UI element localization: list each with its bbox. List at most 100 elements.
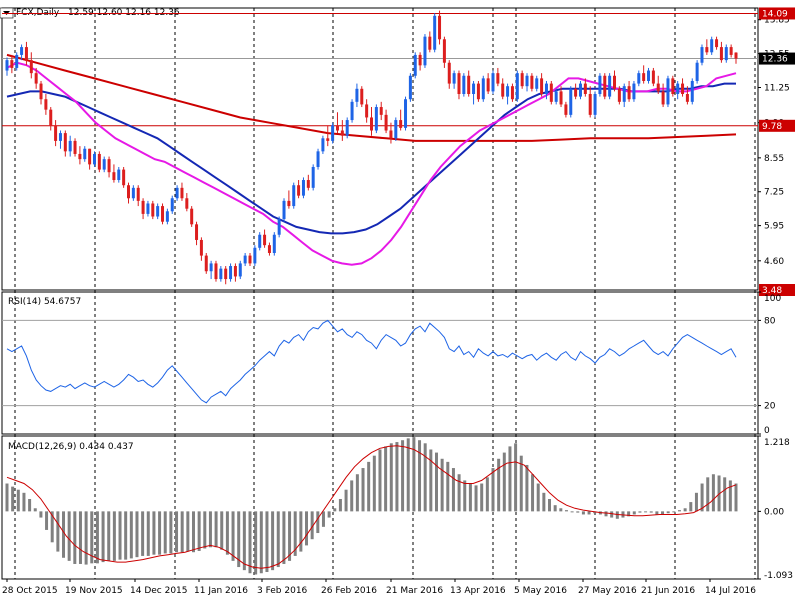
macd-histogram-bar [33,508,37,512]
macd-histogram-bar [84,511,88,565]
macd-histogram-bar [706,477,710,512]
candle-body [292,185,296,207]
candle-body [263,234,267,246]
rsi-axis-label: 80 [764,316,776,326]
candle-body [58,133,62,141]
macd-histogram-bar [615,511,619,519]
candle-body [185,198,189,209]
candle-body [321,138,325,152]
candle-body [549,83,553,102]
macd-histogram-bar [401,440,405,512]
candle-body [428,36,432,50]
candle-body [267,245,271,253]
candle-body [24,47,28,61]
macd-histogram-bar [666,511,670,514]
macd-histogram-bar [225,511,229,555]
candle-body [719,47,723,61]
candle-body [379,107,383,115]
macd-histogram-bar [672,511,676,513]
candle-body [355,88,359,102]
macd-histogram-bar [423,443,427,512]
candle-body [49,109,53,126]
candle-body [724,47,728,61]
candle-body [408,75,412,100]
candle-body [63,133,67,152]
candle-body [384,114,388,131]
macd-histogram-bar [118,511,122,560]
candle-body [632,83,636,100]
macd-histogram-bar [158,511,162,555]
macd-histogram-bar [683,508,687,512]
candle-body [146,203,150,214]
candle-body [345,120,349,136]
candle-body [224,268,228,280]
candle-body [656,83,660,92]
candle-body [569,88,573,115]
candle-body [39,83,43,100]
time-axis-label: 27 May 2016 [578,586,637,596]
price-axis-label: 4.60 [764,257,784,267]
macd-histogram-bar [418,440,422,512]
candle-body [544,83,548,95]
macd-histogram-bar [22,492,26,512]
rsi-line [6,319,737,404]
macd-histogram-bar [62,511,66,558]
macd-histogram-bar [141,511,145,556]
macd-histogram-bar [406,438,410,512]
candle-body [535,78,539,89]
candle-body [433,15,437,50]
candle-body [316,151,320,167]
candle-body [423,36,427,66]
candle-body [54,125,58,141]
macd-histogram-bar [491,468,495,512]
macd-histogram-bar [638,511,642,513]
candle-body [229,266,233,280]
candle-body [214,263,218,280]
candle-body [301,180,305,196]
time-axis-label: 21 Mar 2016 [386,586,443,596]
time-axis-label: 14 Jul 2016 [705,586,756,596]
time-axis-label: 14 Dec 2015 [130,586,188,596]
macd-histogram-bar [271,511,275,571]
macd-histogram-bar [327,511,331,518]
macd-histogram-bar [276,511,280,568]
candle-body [438,15,442,40]
macd-histogram-bar [45,511,49,530]
candle-body [122,169,126,186]
candle-body [73,140,77,154]
macd-histogram-bar [395,442,399,512]
macd-histogram-bar [429,449,433,512]
candle-body [506,86,510,97]
macd-histogram-bar [107,511,111,561]
price-axis-label: 8.55 [764,154,784,164]
macd-histogram-bar [39,511,43,518]
macd-histogram-bar [67,511,71,561]
macd-histogram-bar [610,511,614,518]
candle-body [540,78,544,95]
candle-body [156,206,160,217]
macd-histogram-bar [282,511,286,564]
macd-histogram-bar [384,446,388,512]
macd-histogram-bar [463,480,467,512]
candle-body [112,172,116,181]
macd-histogram-bar [468,483,472,512]
candle-body [88,148,92,165]
panel-frame-2 [1,291,759,435]
macd-histogram-bar [220,511,224,550]
macd-histogram-bar [242,511,246,571]
candle-body [603,75,607,97]
price-tag-box [759,284,795,296]
macd-histogram-bar [146,511,150,556]
moving-average-magenta-line [6,61,737,266]
candle-body [462,75,466,95]
macd-title: MACD(12,26,9) 0.434 0.437 [8,442,134,452]
candle-body [710,39,714,53]
macd-histogram-bar [700,483,704,512]
macd-histogram-bar [344,489,348,512]
price-axis-label: 5.95 [764,222,784,232]
macd-histogram-bar [78,511,82,564]
time-axis-label: 26 Feb 2016 [321,586,377,596]
candle-body [34,73,38,84]
price-tag-label: 3.48 [762,286,782,296]
